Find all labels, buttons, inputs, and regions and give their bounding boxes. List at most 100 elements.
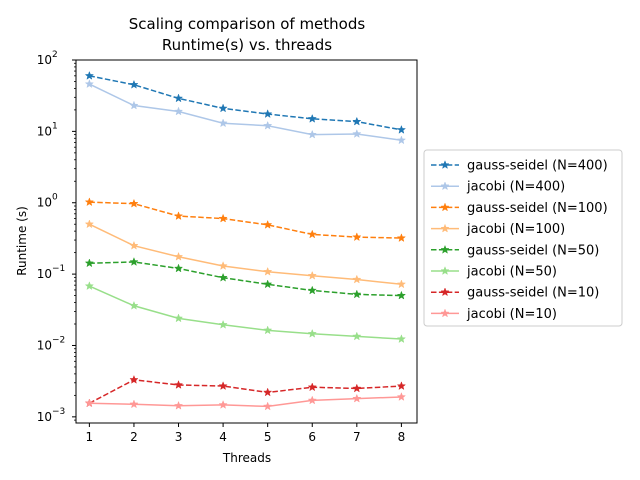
data-point bbox=[129, 240, 139, 250]
data-point bbox=[352, 274, 362, 284]
legend-marker bbox=[440, 223, 450, 233]
data-point bbox=[84, 79, 95, 89]
series-2 bbox=[84, 197, 407, 243]
series-line bbox=[89, 75, 402, 131]
y-tick-label: 10 bbox=[37, 196, 52, 210]
series-3 bbox=[84, 219, 407, 289]
series-line bbox=[89, 83, 402, 142]
data-point bbox=[218, 399, 228, 409]
data-point bbox=[352, 393, 362, 403]
data-point bbox=[129, 257, 139, 266]
data-point bbox=[307, 129, 317, 139]
y-tick-exponent: −2 bbox=[52, 335, 65, 345]
data-point bbox=[84, 258, 95, 268]
data-point bbox=[352, 331, 362, 341]
y-tick-label: 10 bbox=[37, 338, 52, 352]
data-point bbox=[396, 279, 407, 289]
legend-label: gauss-seidel (N=400) bbox=[467, 159, 608, 174]
data-point bbox=[84, 70, 95, 80]
legend: gauss-seidel (N=400) jacobi (N=400) gauss-… bbox=[423, 149, 623, 327]
legend-item: jacobi (N=50) bbox=[431, 265, 557, 280]
y-tick-exponent: 1 bbox=[52, 121, 58, 131]
legend-marker bbox=[440, 160, 450, 169]
legend-label: gauss-seidel (N=10) bbox=[467, 286, 599, 301]
chart-title-line-1: Scaling comparison of methods bbox=[129, 15, 366, 33]
data-point bbox=[263, 219, 273, 229]
data-point bbox=[218, 118, 228, 128]
legend-label: gauss-seidel (N=100) bbox=[467, 201, 608, 216]
series-line bbox=[89, 285, 402, 340]
legend-label: jacobi (N=10) bbox=[466, 307, 557, 322]
legend-label: jacobi (N=50) bbox=[466, 265, 557, 280]
x-tick-label: 7 bbox=[353, 430, 361, 444]
data-point bbox=[263, 387, 273, 397]
data-point bbox=[173, 313, 184, 323]
data-point bbox=[84, 281, 95, 291]
data-point bbox=[173, 380, 184, 389]
data-point bbox=[396, 124, 407, 134]
data-point bbox=[307, 328, 317, 338]
data-point bbox=[218, 272, 228, 282]
legend-item: jacobi (N=400) bbox=[431, 180, 565, 195]
data-point bbox=[396, 135, 407, 145]
series-line bbox=[89, 223, 402, 286]
x-tick-label: 8 bbox=[398, 430, 406, 444]
x-tick-label: 2 bbox=[130, 430, 138, 444]
data-point bbox=[173, 93, 184, 103]
legend-marker bbox=[440, 202, 450, 212]
data-point bbox=[307, 113, 317, 123]
data-point bbox=[218, 103, 228, 113]
data-point bbox=[84, 197, 95, 207]
data-point bbox=[129, 100, 139, 110]
data-point bbox=[352, 116, 362, 126]
series-7 bbox=[84, 392, 407, 411]
plot-frame bbox=[75, 59, 418, 424]
legend-item: jacobi (N=100) bbox=[431, 222, 565, 237]
y-tick-exponent: 2 bbox=[52, 50, 58, 60]
series-4 bbox=[84, 257, 407, 300]
data-point bbox=[129, 79, 139, 89]
data-point bbox=[396, 233, 407, 243]
series-5 bbox=[84, 281, 407, 344]
data-point bbox=[129, 300, 139, 310]
data-point bbox=[173, 211, 184, 221]
legend-box bbox=[423, 149, 623, 327]
data-point bbox=[396, 334, 407, 344]
data-point bbox=[307, 285, 317, 295]
legend-item: gauss-seidel (N=10) bbox=[431, 286, 599, 301]
data-point bbox=[129, 198, 139, 208]
series-line bbox=[89, 379, 402, 404]
x-axis: 1 2 3 4 5 6 7 8 bbox=[86, 423, 406, 444]
data-point bbox=[396, 290, 407, 300]
y-tick-exponent: −3 bbox=[52, 407, 65, 417]
data-point bbox=[307, 395, 317, 405]
legend-marker bbox=[440, 266, 450, 275]
data-point bbox=[173, 400, 184, 410]
y-tick-label: 10 bbox=[37, 124, 52, 138]
series-line bbox=[89, 201, 402, 239]
x-tick-label: 5 bbox=[264, 430, 272, 444]
data-point bbox=[84, 398, 95, 408]
x-tick-label: 6 bbox=[308, 430, 316, 444]
data-point bbox=[352, 383, 362, 393]
legend-marker bbox=[440, 244, 450, 254]
series-0 bbox=[84, 70, 407, 134]
series-layer bbox=[84, 70, 407, 411]
data-point bbox=[352, 129, 362, 138]
data-point bbox=[307, 270, 317, 280]
x-axis-label: Threads bbox=[222, 451, 271, 465]
chart-title-line-2: Runtime(s) vs. threads bbox=[162, 36, 332, 54]
data-point bbox=[84, 219, 95, 229]
series-line bbox=[89, 396, 402, 408]
y-axis-label: Runtime (s) bbox=[15, 206, 29, 276]
y-tick-exponent: −1 bbox=[52, 264, 65, 274]
data-point bbox=[263, 279, 273, 289]
data-point bbox=[307, 229, 317, 239]
data-point bbox=[173, 251, 184, 261]
y-tick-label: 10 bbox=[37, 410, 52, 424]
y-tick-exponent: 0 bbox=[52, 193, 58, 203]
x-tick-label: 1 bbox=[86, 430, 94, 444]
legend-label: gauss-seidel (N=50) bbox=[467, 243, 599, 258]
